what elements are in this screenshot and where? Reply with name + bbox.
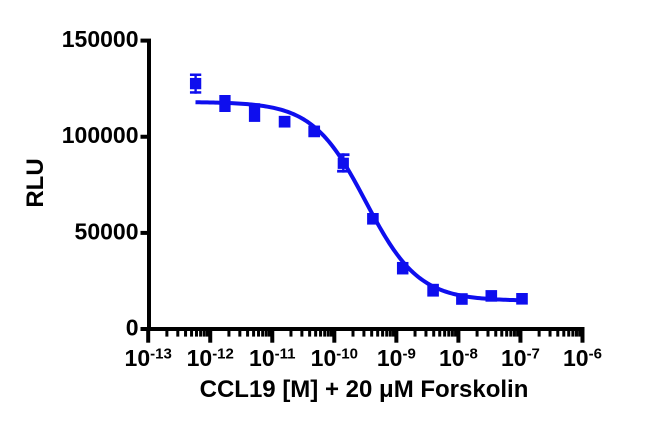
svg-text:-12: -12 [212,346,234,363]
svg-text:10: 10 [439,345,465,371]
svg-text:10: 10 [501,345,527,371]
svg-text:0: 0 [126,314,139,340]
svg-text:-8: -8 [465,346,478,363]
svg-text:-7: -7 [527,346,540,363]
svg-text:-11: -11 [275,346,296,363]
svg-text:10: 10 [377,345,403,371]
svg-text:150000: 150000 [62,26,139,52]
svg-text:50000: 50000 [75,218,139,244]
svg-text:10: 10 [311,345,337,371]
svg-text:RLU: RLU [22,158,49,207]
svg-text:-6: -6 [589,346,602,363]
svg-text:10: 10 [563,345,589,371]
svg-text:10: 10 [187,345,213,371]
svg-text:CCL19 [M] + 20 μM Forskolin: CCL19 [M] + 20 μM Forskolin [200,376,529,403]
svg-text:100000: 100000 [62,122,139,148]
svg-text:-13: -13 [150,346,172,363]
svg-text:10: 10 [249,345,275,371]
svg-text:10: 10 [125,345,151,371]
svg-text:-9: -9 [402,346,415,363]
svg-text:-10: -10 [336,346,358,363]
